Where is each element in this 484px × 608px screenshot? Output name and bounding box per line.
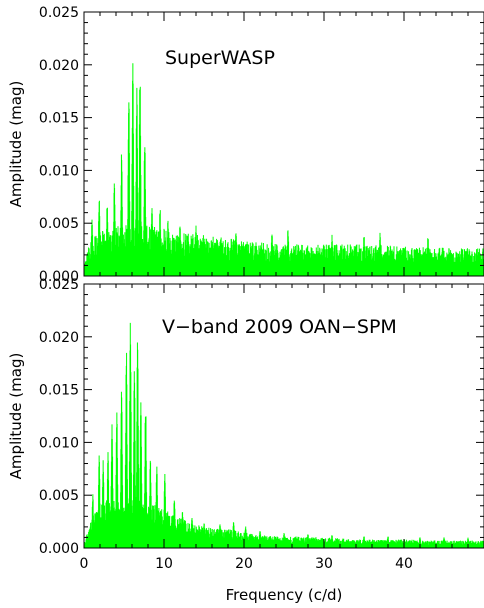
- y-tick-label: 0.000: [39, 269, 79, 285]
- spectrum-line: [83, 322, 484, 548]
- y-tick-label: 0.020: [39, 58, 79, 74]
- x-tick-label: 20: [235, 556, 253, 572]
- panel-vband: 0.000 0.005 0.010 0.015 0.020 0.025 0 10 20 30 40…: [7, 277, 484, 604]
- plot-series-top: [83, 63, 484, 276]
- y-tick-label: 0.025: [39, 5, 79, 21]
- y-tick-label: 0.015: [39, 111, 79, 127]
- y-tick-label: 0.005: [39, 488, 79, 504]
- y-tick-label: 0.005: [39, 216, 79, 232]
- y-axis-title-top: Amplitude (mag): [7, 81, 25, 208]
- x-axis-title: Frequency (c/d): [226, 586, 343, 604]
- x-tick-label: 0: [80, 556, 89, 572]
- x-tick-label: 10: [155, 556, 173, 572]
- spectrum-line: [83, 63, 484, 276]
- y-tick-label: 0.015: [39, 383, 79, 399]
- panel-title-bottom: V−band 2009 OAN−SPM: [162, 316, 397, 338]
- x-tick-label: 30: [315, 556, 333, 572]
- y-tick-label: 0.010: [39, 435, 79, 451]
- y-ticks-bottom: 0.000 0.005 0.010 0.015 0.020 0.025: [39, 277, 484, 557]
- plot-series-bottom: [83, 322, 484, 548]
- panel-superwasp: 0.000 0.005 0.010 0.015 0.020 0.025 SuperWASP…: [7, 5, 484, 285]
- y-tick-label: 0.000: [39, 541, 79, 557]
- y-axis-title-bottom: Amplitude (mag): [7, 353, 25, 480]
- y-ticks-top: 0.000 0.005 0.010 0.015 0.020 0.025: [39, 5, 484, 285]
- x-tick-label: 40: [395, 556, 413, 572]
- plot-frame-bottom: [83, 283, 484, 549]
- y-tick-label: 0.010: [39, 163, 79, 179]
- x-ticks-bottom: 0 10 20 30 40: [80, 284, 484, 572]
- y-tick-label: 0.025: [39, 277, 79, 293]
- plot-frame-top: [83, 11, 484, 277]
- panel-title-top: SuperWASP: [165, 47, 275, 69]
- y-tick-label: 0.020: [39, 330, 79, 346]
